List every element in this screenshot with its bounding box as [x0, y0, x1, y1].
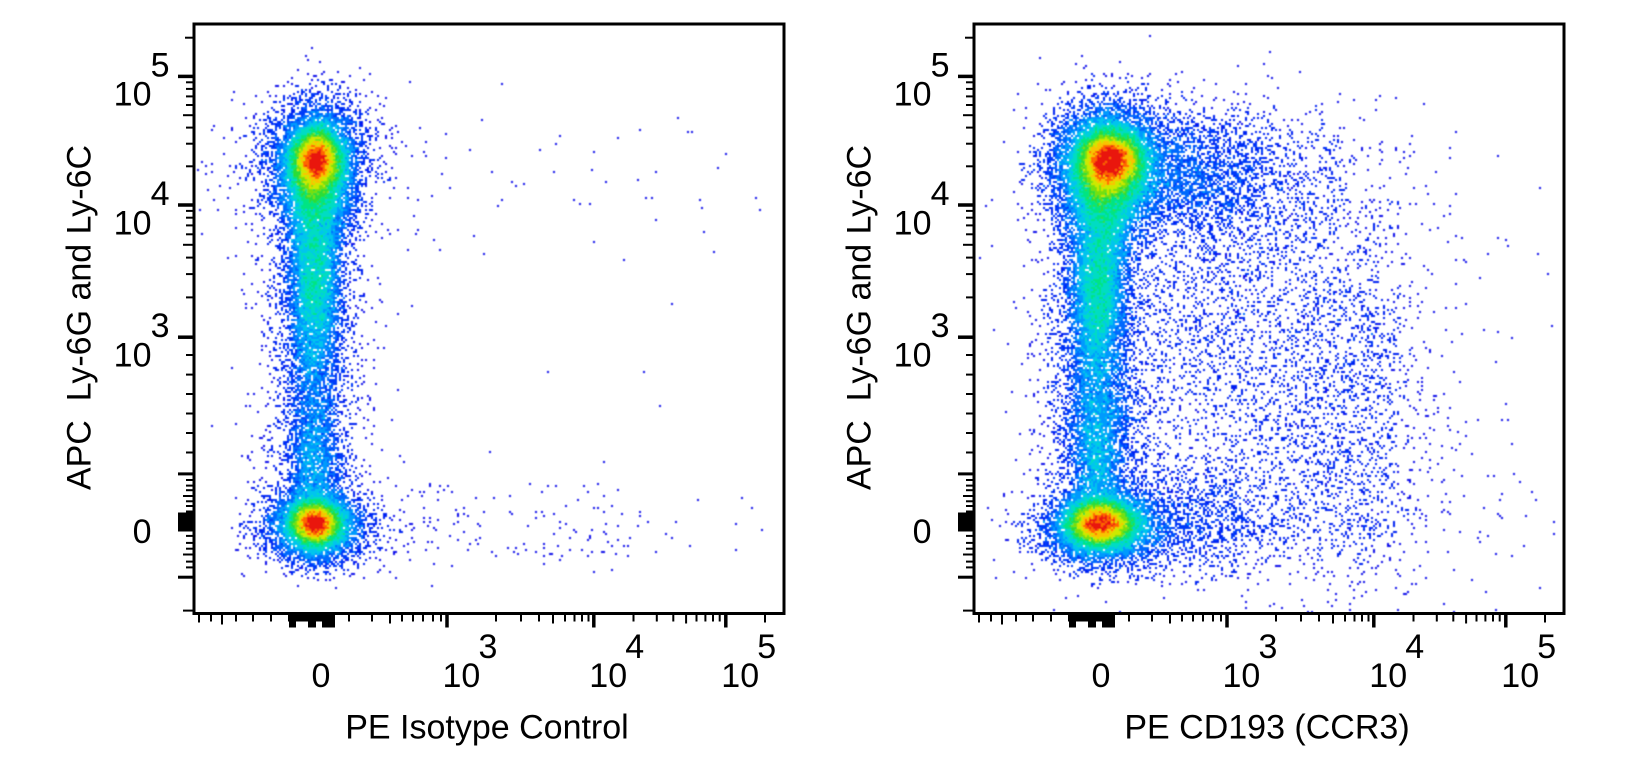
svg-text:PE Isotype Control: PE Isotype Control	[345, 709, 628, 747]
svg-text:10: 10	[721, 657, 759, 695]
svg-text:APC Ly-6G and Ly-6C: APC Ly-6G and Ly-6C	[61, 145, 99, 490]
svg-text:5: 5	[757, 628, 776, 666]
svg-text:10: 10	[114, 204, 152, 242]
svg-text:4: 4	[931, 175, 950, 213]
svg-text:APC Ly-6G and Ly-6C: APC Ly-6G and Ly-6C	[841, 145, 879, 490]
svg-text:10: 10	[894, 76, 932, 114]
svg-text:5: 5	[151, 46, 170, 84]
svg-text:10: 10	[114, 76, 152, 114]
svg-text:0: 0	[133, 513, 152, 551]
svg-text:10: 10	[1223, 657, 1261, 695]
svg-text:10: 10	[1369, 657, 1407, 695]
svg-text:10: 10	[443, 657, 481, 695]
svg-text:5: 5	[1537, 628, 1556, 666]
svg-text:3: 3	[931, 307, 950, 345]
svg-text:4: 4	[1405, 628, 1424, 666]
svg-text:0: 0	[312, 657, 331, 695]
svg-text:10: 10	[894, 204, 932, 242]
svg-text:10: 10	[894, 337, 932, 375]
svg-text:0: 0	[913, 513, 932, 551]
svg-text:5: 5	[931, 46, 950, 84]
svg-text:PE CD193 (CCR3): PE CD193 (CCR3)	[1124, 709, 1409, 747]
svg-text:3: 3	[479, 628, 498, 666]
svg-text:4: 4	[151, 175, 170, 213]
svg-text:10: 10	[589, 657, 627, 695]
svg-text:3: 3	[1259, 628, 1278, 666]
svg-text:10: 10	[1501, 657, 1539, 695]
svg-text:4: 4	[625, 628, 644, 666]
svg-text:0: 0	[1092, 657, 1111, 695]
svg-text:3: 3	[151, 307, 170, 345]
svg-text:10: 10	[114, 337, 152, 375]
